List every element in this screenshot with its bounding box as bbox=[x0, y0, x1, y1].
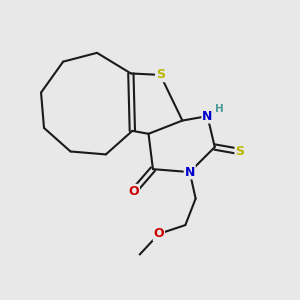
Text: O: O bbox=[154, 227, 164, 240]
Text: N: N bbox=[202, 110, 213, 123]
Text: S: S bbox=[235, 145, 244, 158]
Text: O: O bbox=[128, 185, 139, 198]
Text: S: S bbox=[156, 68, 165, 81]
Text: H: H bbox=[215, 104, 224, 114]
Text: N: N bbox=[184, 166, 195, 178]
